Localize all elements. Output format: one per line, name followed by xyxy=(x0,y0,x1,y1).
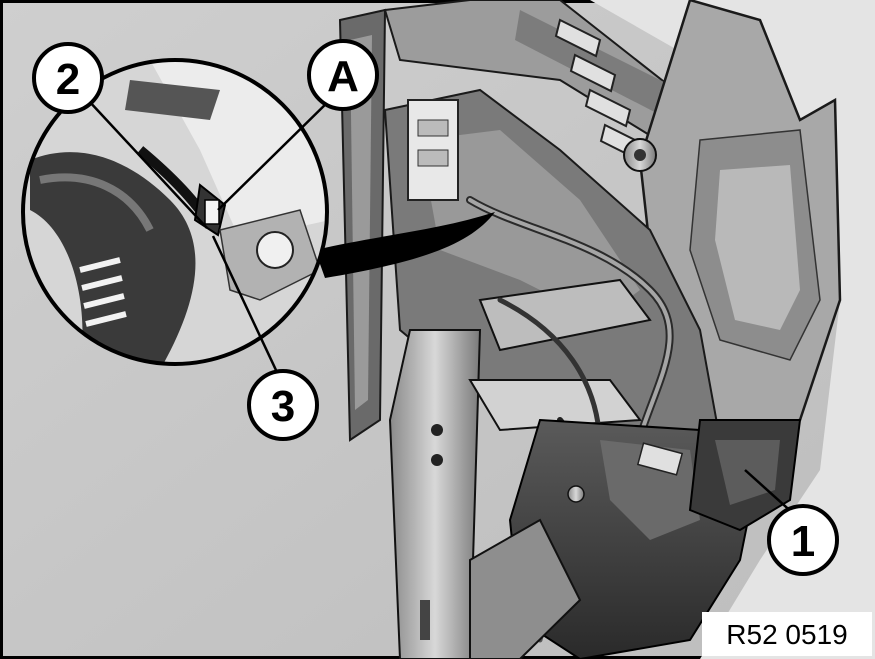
leader-line-2 xyxy=(87,99,208,229)
zoom-pointer xyxy=(315,212,495,278)
leader-line-a xyxy=(217,94,336,211)
leader-line-3 xyxy=(211,235,285,386)
callout-2: 2 xyxy=(32,42,104,114)
leader-line-1 xyxy=(744,469,796,516)
mechanical-assembly xyxy=(338,0,842,659)
reference-code: R52 0519 xyxy=(726,619,847,650)
light-background-region xyxy=(590,0,875,659)
callout-3: 3 xyxy=(247,369,319,441)
zoom-circle-outline xyxy=(21,58,329,366)
callout-3-label: 3 xyxy=(271,382,295,431)
callout-1: 1 xyxy=(767,504,839,576)
lower-bracket xyxy=(388,329,482,659)
leader-lines xyxy=(87,94,796,516)
reference-code-box: R52 0519 xyxy=(702,612,872,656)
callout-2-label: 2 xyxy=(56,55,80,104)
callout-a-label: A xyxy=(327,52,359,101)
callout-1-label: 1 xyxy=(791,517,815,566)
callout-a: A xyxy=(307,39,379,111)
